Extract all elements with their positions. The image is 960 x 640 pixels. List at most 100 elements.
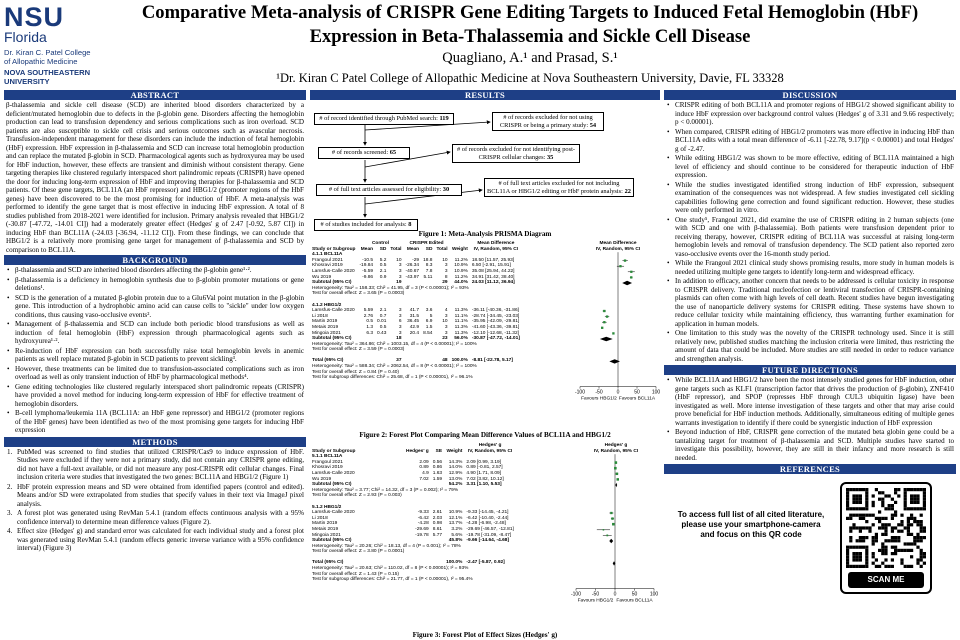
qr-module xyxy=(852,523,856,527)
forest1-study-row: Frangoul 2021 -10.5 5.2 10 -29 18.8 10 11.2% 18.… xyxy=(310,258,522,264)
methods-item: Effect size (Hedges' g) and standard err… xyxy=(7,527,304,552)
qr-module xyxy=(890,539,894,543)
qr-module xyxy=(903,564,907,568)
qr-module xyxy=(906,507,910,511)
forest1-study-row: Metais 2019 1.3 0.5 3 42.9 1.5 3 11.3% -41.60 [-… xyxy=(310,325,522,331)
forest1-overall-test-row: Test for overall effect: Z = 0.84 (P = 0… xyxy=(310,370,522,376)
forest-plot-hedges-g: Hedges' g Study or Subgroup Hedges' g SE… xyxy=(310,441,660,637)
forest1-study-cell: -40.67 xyxy=(405,268,420,274)
qr-module xyxy=(916,500,920,504)
forest1-study-cell: 42.9 xyxy=(409,324,420,330)
forest1-subtotal-cell: 56.0% xyxy=(454,336,468,342)
forest1-study-cell: 0.5 xyxy=(379,324,387,330)
qr-module xyxy=(852,513,856,517)
forest2-heterogeneity-row: Heterogeneity: Tau² = 20.26; Chi² = 18.1… xyxy=(310,544,516,550)
qr-module xyxy=(858,564,862,568)
qr-module xyxy=(862,507,866,511)
forest1-heterogeneity-row: Heterogeneity: Tau² = 364.86; Chi² = 100… xyxy=(310,342,522,348)
forest2-study-cell: 0.98 xyxy=(432,521,443,527)
prisma-excluded-fulltext-count: 22 xyxy=(624,187,631,195)
forest2-total-cell: -2.47 [-5.87, 0.92] xyxy=(466,560,505,566)
qr-module xyxy=(900,520,904,524)
prisma-included-count: 8 xyxy=(408,221,412,228)
qr-module xyxy=(849,516,853,520)
qr-module xyxy=(852,500,856,504)
figure-3-caption: Figure 3: Forest Plot of Effect Sizes (H… xyxy=(412,631,558,639)
logo-college-line2: of Allopathic Medicine xyxy=(4,57,78,66)
forest1-plot-header-sub: IV, Random, 95% CI xyxy=(595,246,641,252)
qr-module xyxy=(874,488,878,492)
qr-module xyxy=(865,488,869,492)
qr-module xyxy=(846,500,850,504)
qr-module xyxy=(903,491,907,495)
qr-module xyxy=(858,545,862,549)
forest2-study-cell: -29.69 [-46.57, -12.81] xyxy=(466,526,514,532)
qr-module xyxy=(906,516,910,520)
forest1-heterogeneity-text: Heterogeneity: Tau² = 588.34; Chi² = 206… xyxy=(312,364,477,370)
forest1-heterogeneity-row: Heterogeneity: Tau² = 158.33; Chi² = 41.… xyxy=(310,286,522,292)
prisma-excluded-crispr-box: # of records excluded for not using CRIS… xyxy=(492,112,604,132)
qr-module xyxy=(910,507,914,511)
forest2-favours-left: Favours HBG1/2 xyxy=(578,598,614,604)
qr-module xyxy=(919,529,923,533)
qr-module xyxy=(865,504,869,508)
forest2-overall-test-text: Test for overall effect: Z = 2.93 (P = 0… xyxy=(312,493,402,499)
references-heading: REFERENCES xyxy=(664,464,956,474)
forest1-study-cell: 5.59 xyxy=(363,308,374,314)
forest2-tick-label: 0 xyxy=(614,592,617,598)
forest1-col-header: Mean xyxy=(406,246,420,252)
forest1-study-cell: 3 xyxy=(444,313,448,319)
qr-module xyxy=(855,497,859,501)
qr-module xyxy=(865,526,869,530)
qr-module xyxy=(884,552,888,556)
forest2-col-header: IV, Random, 95% CI xyxy=(467,448,513,454)
qr-module xyxy=(894,510,898,514)
qr-module xyxy=(855,507,859,511)
forest2-study-cell: -9.33 [-14.45, -4.21] xyxy=(466,510,509,516)
prisma-excluded-fulltext-label: # of full text articles excluded for not… xyxy=(487,180,623,195)
qr-module xyxy=(852,494,856,498)
forest1-study-row: Wu 2019 -9.86 0.9 3 -43.97 5.11 8 11.2% 34.91 [3… xyxy=(310,275,522,281)
forest2-study-point xyxy=(612,522,615,526)
qr-module xyxy=(846,488,850,492)
forest1-study-cell: 2.1 xyxy=(379,308,387,314)
qr-module xyxy=(865,497,869,501)
forest1-study-cell: -43.97 xyxy=(405,274,420,280)
forest2-study-row: Martin 2019 -4.28 0.98 13.7% -4.28 [-6.98, -… xyxy=(310,521,516,527)
qr-module xyxy=(903,500,907,504)
forest2-study-cell: 5.6% xyxy=(451,532,463,538)
forest2-tick-label: 50 xyxy=(632,592,638,598)
forest1-study-cell: 7.8 xyxy=(425,268,433,274)
forest1-col-header: Mean xyxy=(360,246,374,252)
qr-module xyxy=(887,504,891,508)
qr-module xyxy=(897,523,901,527)
forest1-subtotal-cell: Subtotal (95% CI) xyxy=(312,280,352,286)
qr-module xyxy=(922,494,926,498)
forest2-subtotal-cell: Subtotal (95% CI) xyxy=(312,538,352,544)
forest1-col-header: Total xyxy=(390,246,402,252)
forest1-study-cell: 3 xyxy=(398,313,402,319)
forest1-col-header: Total xyxy=(436,246,448,252)
future-directions-list: While BCL11A and HBG1/2 have been the mo… xyxy=(664,375,956,464)
prisma-excluded-cellular-count: 35 xyxy=(546,153,554,161)
forest1-study-cell: Khosravi 2019 xyxy=(312,263,343,269)
forest1-study-cell: Mingoia 2021 xyxy=(312,330,341,336)
prisma-diagram: # of record identified through PubMed se… xyxy=(310,100,660,231)
qr-module xyxy=(858,529,862,533)
qr-module xyxy=(913,542,917,546)
qr-module xyxy=(855,545,859,549)
qr-module xyxy=(916,558,920,562)
qr-module xyxy=(874,536,878,540)
forest2-subtotal-cell: Subtotal (95% CI) xyxy=(312,482,352,488)
forest1-study-cell: 11.2% xyxy=(454,257,468,263)
forest1-study-cell: 3.6 xyxy=(425,308,433,314)
qr-module xyxy=(865,491,869,495)
qr-module xyxy=(871,500,875,504)
qr-module xyxy=(858,516,862,520)
forest2-study-cell: Li 2018 xyxy=(312,515,328,521)
qr-module xyxy=(858,526,862,530)
qr-module xyxy=(922,488,926,492)
qr-code[interactable]: SCAN ME xyxy=(840,482,932,594)
forest1-col-header: Study or Subgroup xyxy=(312,246,356,252)
qr-module xyxy=(916,497,920,501)
